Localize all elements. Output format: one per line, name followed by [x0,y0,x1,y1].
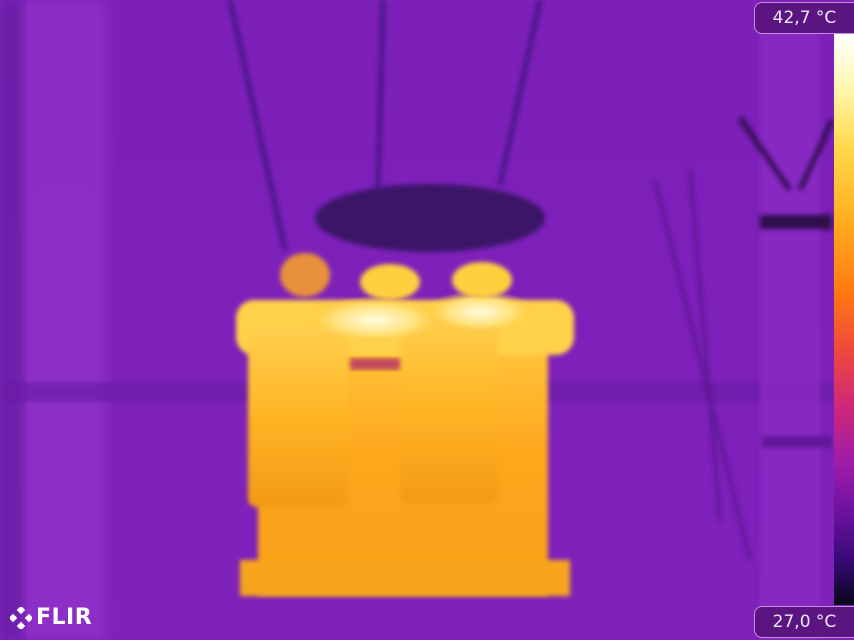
max-temperature-value: 42,7 °C [772,8,837,28]
left-pole [20,0,106,640]
flir-logo: FLIR [10,605,92,630]
conservator-tank [315,184,545,252]
overhead-cables [227,0,543,251]
temperature-scale-bar [834,34,854,605]
flir-logo-text: FLIR [36,605,93,630]
right-structure [653,30,836,640]
flir-diamond-icon [10,606,32,629]
max-temperature-label: 42,7 °C [754,2,854,34]
transformer [236,253,574,596]
min-temperature-value: 27,0 °C [772,612,837,632]
min-temperature-label: 27,0 °C [754,606,854,638]
